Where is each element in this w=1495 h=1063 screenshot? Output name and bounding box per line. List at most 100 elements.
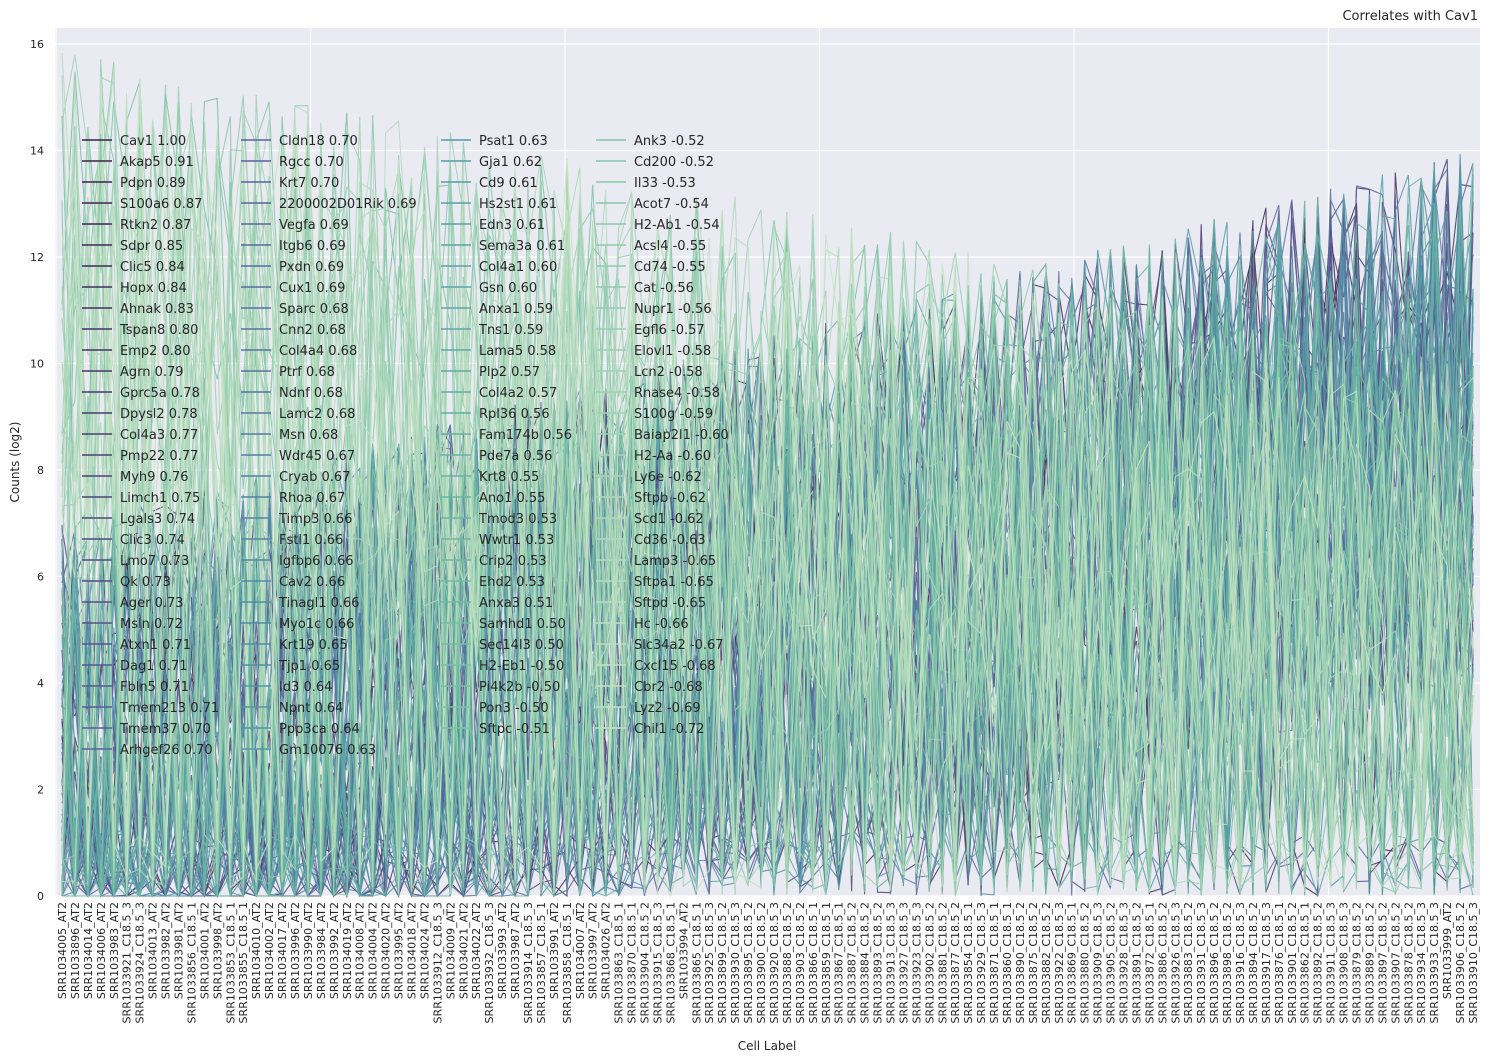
x-tick-label: SRR1034014_AT2: [82, 902, 95, 999]
x-tick-label: SRR1033879_C18.5_2: [1350, 902, 1363, 1023]
legend-entry: Pi4k2b -0.50: [479, 680, 560, 695]
legend-entry: Gja1 0.62: [479, 155, 542, 170]
x-tick-label: SRR1033853_C18.5_1: [224, 902, 237, 1023]
x-tick-label: SRR1033930_C18.5_3: [729, 902, 742, 1023]
legend-entry: Limch1 0.75: [120, 491, 200, 506]
x-tick-label: SRR1033871_C18.5_1: [988, 902, 1001, 1023]
x-tick-label: SRR1033914_C18.5_3: [522, 902, 535, 1023]
legend-entry: H2-Aa -0.60: [634, 449, 711, 464]
legend-entry: Sec14l3 0.50: [479, 638, 564, 653]
legend-entry: Clic3 0.74: [120, 533, 185, 548]
x-tick-label: SRR1034018_AT2: [406, 902, 419, 999]
x-tick-label: SRR1034019_AT2: [341, 902, 354, 999]
legend-entry: Nupr1 -0.56: [634, 302, 712, 317]
x-tick-label: SRR1033896_C18.5_2: [1208, 902, 1221, 1023]
x-tick-label: SRR1033890_C18.5_2: [1014, 902, 1027, 1023]
y-tick-label: 0: [37, 890, 44, 903]
x-tick-label: SRR1033994_AT2: [677, 902, 690, 999]
legend-entry: Dpysl2 0.78: [120, 407, 198, 422]
legend-entry: Cd200 -0.52: [634, 155, 714, 170]
x-tick-label: SRR1033983_AT2: [108, 902, 121, 999]
series-line: [61, 105, 1474, 894]
x-tick-label: SRR1033898_C18.5_2: [1221, 902, 1234, 1023]
legend-entry: Edn3 0.61: [479, 218, 545, 233]
x-tick-label: SRR1033875_C18.5_2: [1027, 902, 1040, 1023]
legend-entry: Tspan8 0.80: [119, 323, 198, 338]
legend-entry: Cd74 -0.55: [634, 260, 706, 275]
legend-entry: Akap5 0.91: [120, 155, 194, 170]
legend-entry: Slc34a2 -0.67: [634, 638, 724, 653]
x-tick-label: SRR1033999_AT2: [1441, 902, 1454, 999]
legend-entry: Lcn2 -0.58: [634, 365, 703, 380]
legend-entry: Anxa3 0.51: [479, 596, 553, 611]
legend-entry: Psat1 0.63: [479, 134, 548, 149]
legend-entry: Fam174b 0.56: [479, 428, 572, 443]
legend-entry: Qk 0.73: [120, 575, 171, 590]
legend-entry: Ptrf 0.68: [279, 365, 335, 380]
series-line: [61, 166, 1474, 898]
legend-entry: Ahnak 0.83: [120, 302, 194, 317]
legend-entry: Ano1 0.55: [479, 491, 545, 506]
legend-entry: Sparc 0.68: [279, 302, 349, 317]
x-tick-label: SRR1033858_C18.5_1: [561, 902, 574, 1023]
legend-entry: Ager 0.73: [120, 596, 184, 611]
y-tick-label: 8: [37, 464, 44, 477]
series-line: [61, 105, 1474, 896]
legend-entry: Cat -0.56: [634, 281, 694, 296]
x-tick-label: SRR1033996_AT2: [289, 902, 302, 999]
legend-entry: Baiap2l1 -0.60: [634, 428, 729, 443]
x-tick-label: SRR1034020_AT2: [380, 902, 393, 999]
x-tick-label: SRR1033905_C18.5_2: [1105, 902, 1118, 1023]
x-tick-label: SRR1033863_C18.5_1: [613, 902, 626, 1023]
legend-entry: Tmem213 0.71: [119, 701, 219, 716]
legend-entry: Sema3a 0.61: [479, 239, 565, 254]
legend-entry: Fbln5 0.71: [120, 680, 189, 695]
legend-entry: Tmem37 0.70: [119, 722, 211, 737]
legend-entry: Tmod3 0.53: [478, 512, 557, 527]
series-line: [61, 59, 1474, 897]
x-tick-label: SRR1034021_AT2: [457, 902, 470, 999]
x-tick-label: SRR1033997_AT2: [587, 902, 600, 999]
x-tick-label: SRR1033992_AT2: [328, 902, 341, 999]
x-tick-label: SRR1033902_C18.5_2: [923, 902, 936, 1023]
series-line: [61, 66, 1474, 896]
legend-entry: Cnn2 0.68: [279, 323, 346, 338]
legend-entry: Dag1 0.71: [120, 659, 188, 674]
x-tick-label: SRR1034005_AT2: [56, 902, 69, 999]
legend-entry: Pon3 -0.50: [479, 701, 549, 716]
x-tick-label: SRR1033865_C18.5_1: [690, 902, 703, 1023]
legend-entry: Igfbp6 0.66: [279, 554, 354, 569]
x-tick-label: SRR1033900_C18.5_2: [755, 902, 768, 1023]
legend-entry: Tinagl1 0.66: [278, 596, 360, 611]
legend-entry: Cd36 -0.63: [634, 533, 706, 548]
legend-entry: Lyz2 -0.69: [634, 701, 701, 716]
y-tick-label: 2: [37, 783, 44, 796]
x-tick-label: SRR1033884_C18.5_2: [859, 902, 872, 1023]
legend-entry: Plp2 0.57: [479, 365, 540, 380]
x-tick-label: SRR1033923_C18.5_3: [910, 902, 923, 1023]
x-tick-label: SRR1033910_C18.5_3: [1467, 902, 1480, 1023]
legend-entry: Sftpb -0.62: [634, 491, 706, 506]
legend-entry: Lmo7 0.73: [120, 554, 189, 569]
x-tick-label: SRR1033903_C18.5_2: [794, 902, 807, 1023]
x-tick-label: SRR1034008_AT2: [354, 902, 367, 999]
x-tick-label: SRR1033862_C18.5_1: [1299, 902, 1312, 1023]
legend-entry: Fstl1 0.66: [279, 533, 343, 548]
x-tick-label: SRR1033928_C18.5_3: [1117, 902, 1130, 1023]
x-tick-label: SRR1033981_AT2: [173, 902, 186, 999]
legend-entry: 2200002D01Rik 0.69: [279, 197, 417, 212]
legend-entry: Sftpc -0.51: [479, 722, 550, 737]
legend-entry: Egfl6 -0.57: [634, 323, 705, 338]
x-tick-label: SRR1033869_C18.5_1: [1066, 902, 1079, 1023]
y-tick-label: 12: [30, 251, 44, 264]
legend-entry: Msn 0.68: [279, 428, 338, 443]
y-tick-label: 10: [30, 357, 44, 370]
x-tick-label: SRR1033907_C18.5_2: [1389, 902, 1402, 1023]
x-tick-label: SRR1034024_AT2: [418, 902, 431, 999]
x-tick-label: SRR1034004_AT2: [367, 902, 380, 999]
x-tick-label: SRR1033893_C18.5_2: [872, 902, 885, 1023]
legend-entry: Id3 0.64: [279, 680, 332, 695]
x-tick-label: SRR1033866_C18.5_1: [807, 902, 820, 1023]
x-tick-label: SRR1033888_C18.5_2: [781, 902, 794, 1023]
legend-entry: Lgals3 0.74: [120, 512, 195, 527]
